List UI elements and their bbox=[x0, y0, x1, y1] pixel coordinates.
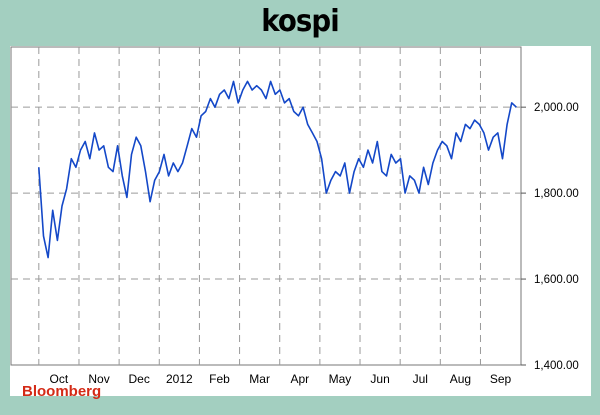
y-tick-label: 1,800.00 bbox=[534, 188, 579, 200]
kospi-series-line bbox=[38, 80, 517, 259]
x-tick-label: Oct bbox=[50, 372, 69, 386]
x-tick-label: Jul bbox=[413, 372, 428, 386]
source-label: Bloomberg bbox=[22, 383, 102, 400]
y-tick-label: 1,400.00 bbox=[534, 360, 579, 372]
plot-frame bbox=[10, 46, 522, 366]
x-tick-label: Apr bbox=[290, 372, 309, 386]
x-tick-label: Aug bbox=[450, 372, 471, 386]
x-tick-label: Mar bbox=[249, 372, 270, 386]
x-tick-label: Jun bbox=[370, 372, 389, 386]
chart-title: kospi bbox=[261, 4, 340, 39]
y-tick-label: 1,600.00 bbox=[534, 274, 579, 286]
x-tick-label: Feb bbox=[209, 372, 230, 386]
x-tick-label: May bbox=[329, 372, 352, 386]
x-tick-label: Nov bbox=[88, 372, 109, 386]
chart-area: 1,400.00 1,600.00 1,800.00 2,000.00 Oct Nov De… bbox=[10, 46, 591, 400]
x-tick-label: Sep bbox=[490, 372, 512, 386]
y-tick-label: 2,000.00 bbox=[534, 102, 579, 114]
x-tick-label: Dec bbox=[129, 372, 150, 386]
x-tick-label: 2012 bbox=[166, 372, 193, 386]
kospi-line-chart: 1,400.00 1,600.00 1,800.00 2,000.00 Oct Nov De… bbox=[10, 46, 579, 386]
